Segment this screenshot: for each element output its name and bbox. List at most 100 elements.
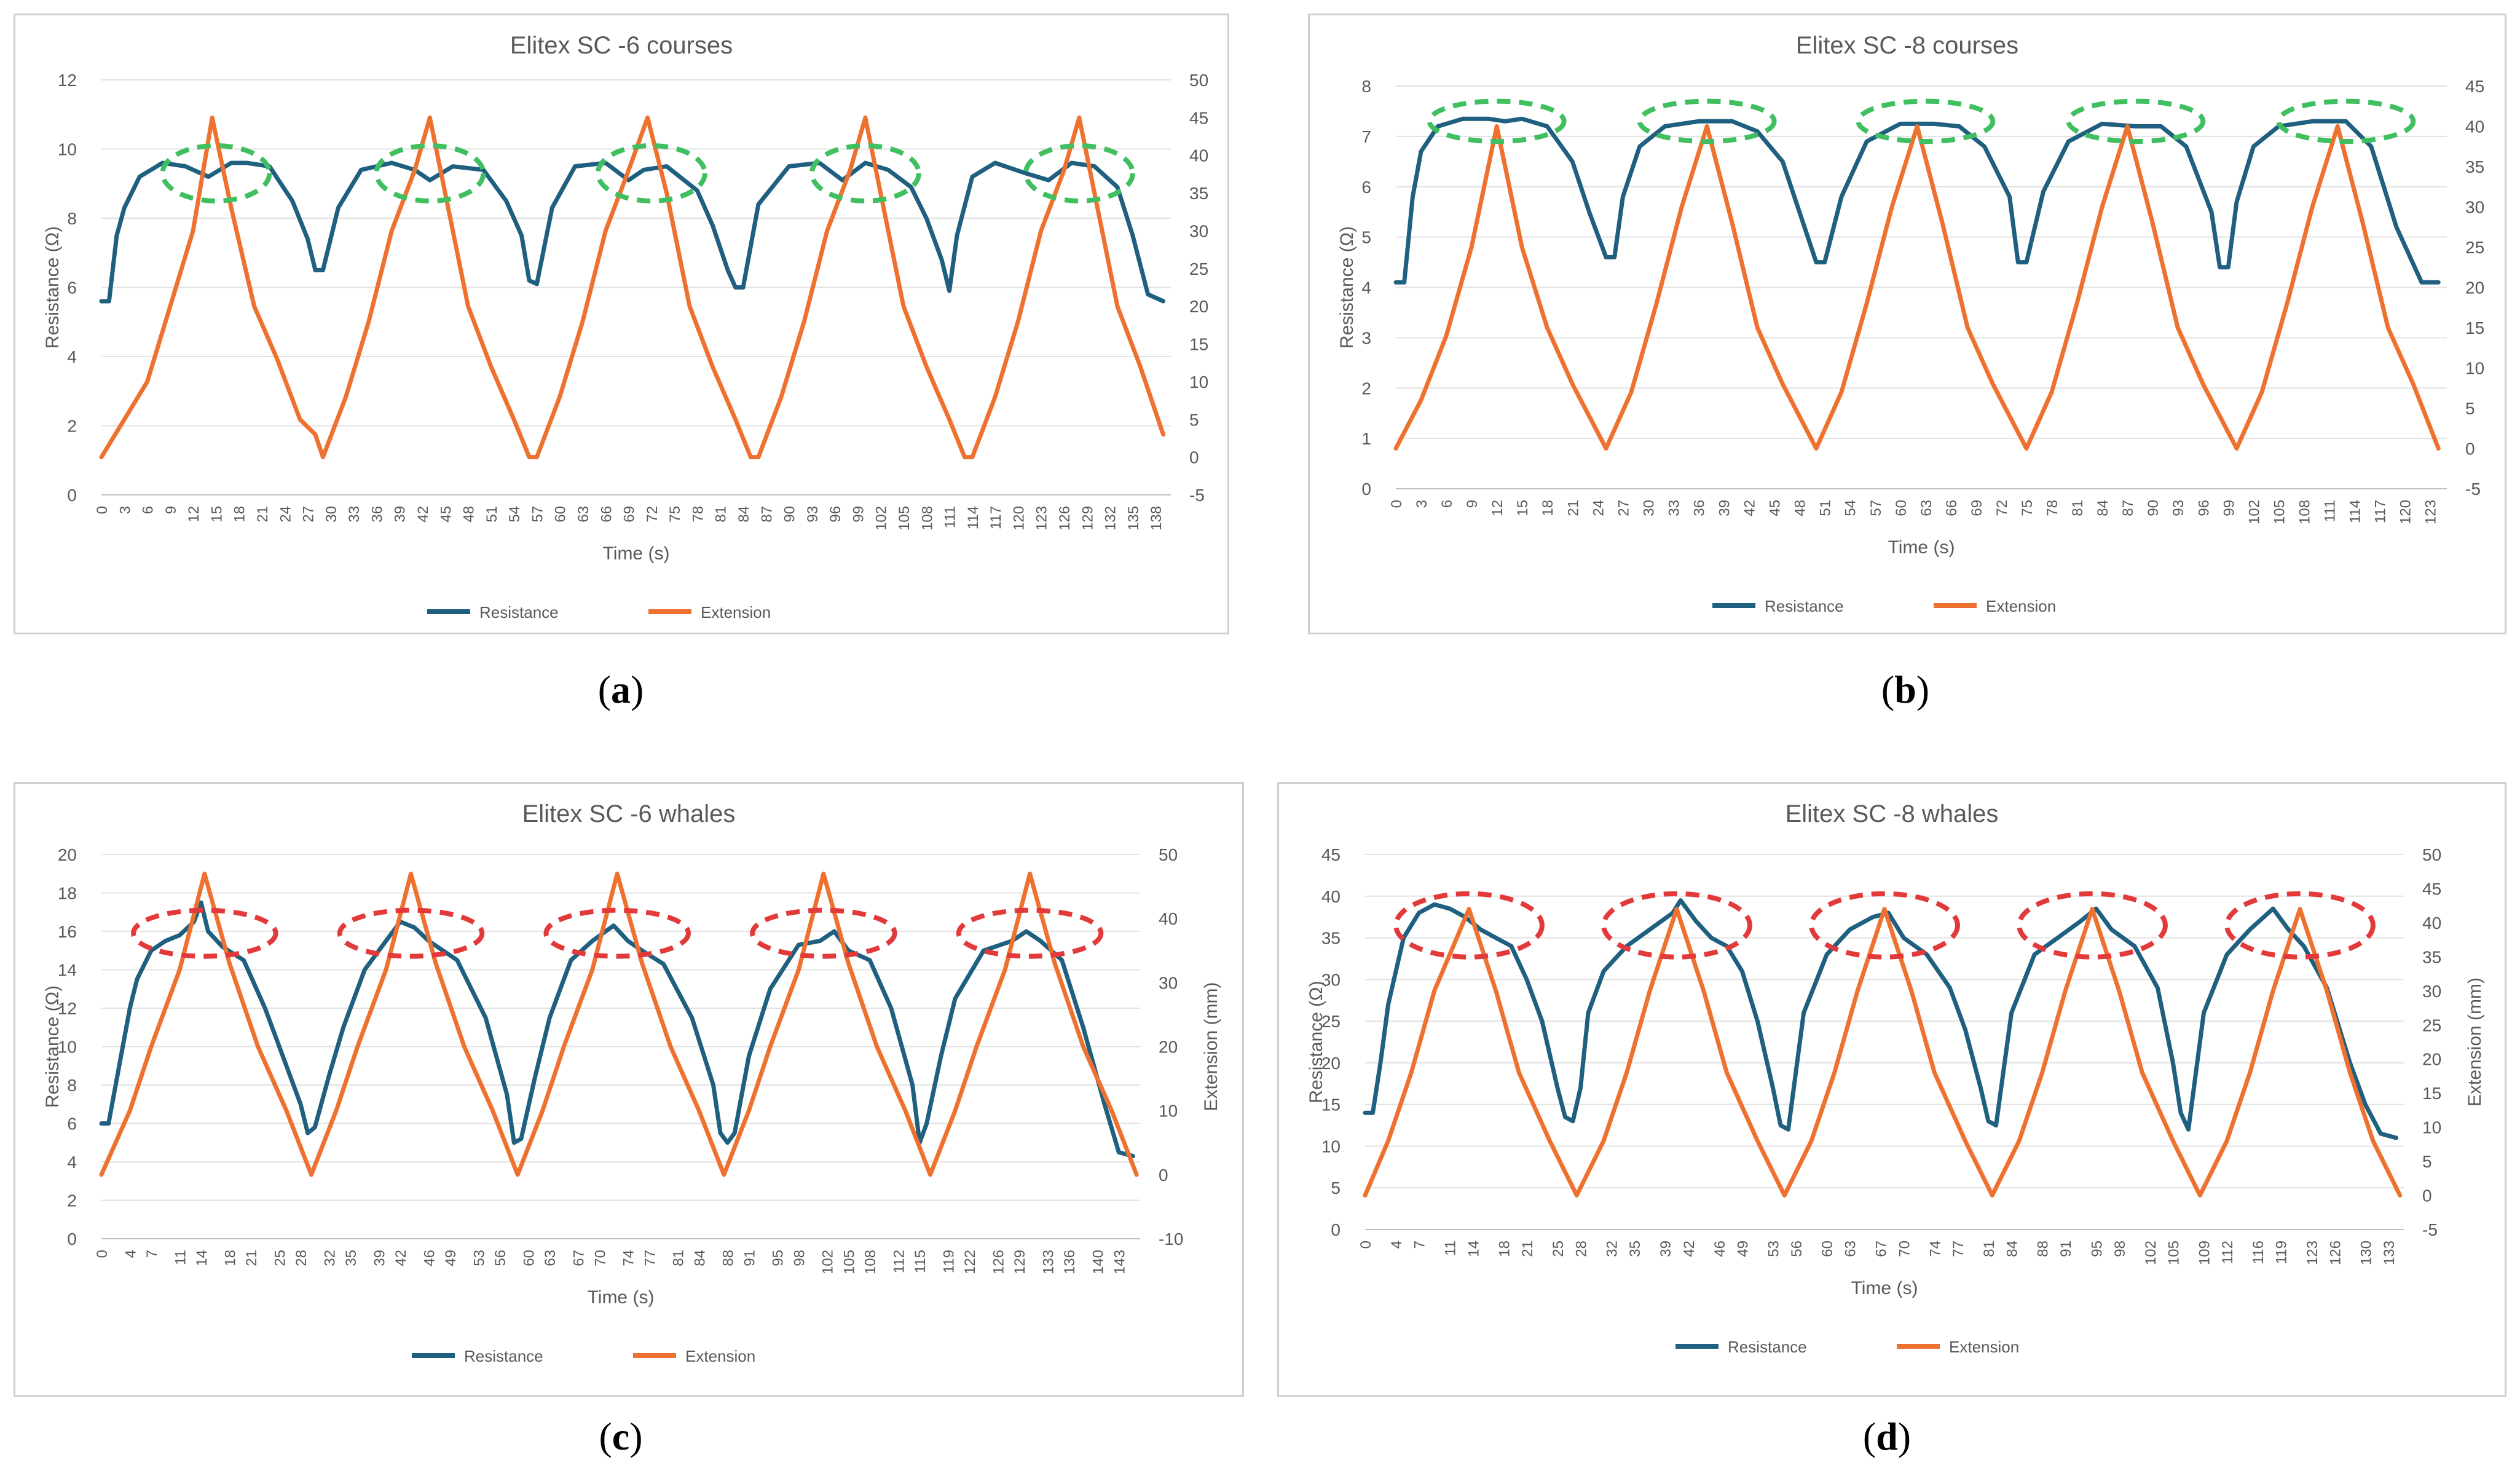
x-tick-label: 27	[1615, 500, 1632, 516]
y-tick-label: 2	[1361, 379, 1371, 398]
y-tick-label: 5	[1331, 1178, 1341, 1198]
x-tick-label: 30	[323, 506, 340, 523]
x-tick-label: 49	[443, 1250, 459, 1266]
y-tick-label: 40	[1321, 887, 1341, 906]
x-tick-label: 39	[1658, 1241, 1674, 1257]
x-tick-label: 15	[208, 506, 225, 523]
x-tick-label: 102	[873, 506, 890, 531]
x-tick-label: 74	[1927, 1241, 1943, 1257]
x-tick-label: 60	[1819, 1241, 1836, 1257]
x-tick-label: 66	[1943, 500, 1960, 516]
x-tick-label: 18	[1540, 500, 1556, 516]
caption-c-close: )	[629, 1415, 643, 1458]
x-tick-label: 77	[642, 1250, 658, 1266]
x-tick-label: 115	[912, 1250, 929, 1273]
y-tick-label: 0	[1361, 480, 1371, 499]
x-tick-label: 88	[2035, 1241, 2052, 1257]
x-tick-label: 136	[1061, 1250, 1078, 1274]
x-tick-label: 56	[492, 1250, 509, 1266]
caption-a: (a)	[529, 667, 713, 712]
x-tick-label: 66	[598, 506, 615, 523]
x-tick-label: 7	[144, 1250, 160, 1258]
y2-tick-label: 0	[1159, 1166, 1168, 1185]
y-tick-label: 8	[67, 1076, 77, 1095]
y2-tick-label: 50	[1159, 845, 1178, 864]
x-tick-label: 129	[1079, 506, 1096, 531]
x-tick-label: 111	[942, 506, 959, 528]
x-tick-label: 53	[1765, 1241, 1782, 1257]
y-tick-label: 2	[67, 417, 77, 436]
x-tick-label: 21	[1519, 1241, 1536, 1257]
y-tick-label: 4	[67, 347, 77, 366]
y2-tick-label: 45	[2465, 77, 2484, 96]
x-tick-label: 45	[438, 506, 454, 523]
highlight-ellipse	[956, 907, 1104, 959]
caption-b-close: )	[1916, 668, 1930, 711]
y2-axis-label: Extension (mm)	[1201, 982, 1221, 1111]
x-tick-label: 135	[1125, 506, 1142, 531]
x-tick-label: 42	[393, 1250, 409, 1266]
x-tick-label: 112	[2219, 1241, 2236, 1264]
x-axis-label: Time (s)	[603, 543, 670, 564]
chart-title: Elitex SC -8 whales	[1786, 800, 1999, 827]
x-tick-label: 81	[2069, 500, 2086, 516]
y-tick-label: 4	[67, 1153, 77, 1172]
x-tick-label: 57	[529, 506, 546, 523]
x-tick-label: 102	[2143, 1241, 2159, 1265]
x-tick-label: 88	[720, 1250, 737, 1266]
x-tick-label: 63	[575, 506, 592, 523]
x-tick-label: 12	[186, 506, 202, 523]
x-tick-label: 53	[471, 1250, 487, 1266]
x-tick-label: 42	[1742, 500, 1758, 516]
legend-label-extension: Extension	[1949, 1338, 2019, 1356]
y2-tick-label: 25	[2465, 238, 2484, 257]
x-tick-label: 18	[1496, 1241, 1513, 1257]
x-tick-label: 119	[2274, 1241, 2290, 1264]
x-tick-label: 6	[1439, 500, 1455, 508]
x-tick-label: 120	[1010, 506, 1027, 531]
y-tick-label: 0	[67, 486, 77, 505]
highlight-ellipse	[1023, 143, 1135, 203]
series-line-extension	[99, 871, 1139, 1177]
x-tick-label: 96	[2195, 500, 2212, 516]
x-tick-label: 12	[1489, 500, 1506, 516]
x-tick-label: 0	[94, 1250, 111, 1258]
x-tick-label: 72	[1994, 500, 2010, 516]
x-tick-label: 25	[1550, 1241, 1567, 1257]
y2-tick-label: 40	[1189, 146, 1208, 165]
x-tick-label: 119	[940, 1250, 957, 1273]
x-tick-label: 122	[962, 1250, 978, 1274]
x-tick-label: 72	[644, 506, 661, 523]
legend-label-resistance: Resistance	[479, 603, 559, 622]
caption-d-letter: d	[1876, 1415, 1898, 1458]
x-tick-label: 63	[1918, 500, 1935, 516]
y-tick-label: 6	[67, 278, 77, 298]
y2-tick-label: 20	[1159, 1038, 1178, 1057]
y2-tick-label: 5	[1189, 410, 1199, 429]
x-tick-label: 91	[741, 1250, 758, 1266]
legend-label-resistance: Resistance	[1728, 1338, 1807, 1356]
y2-tick-label: 20	[2465, 278, 2484, 298]
highlight-ellipse	[1809, 891, 1960, 960]
y2-tick-label: 15	[2422, 1084, 2441, 1103]
x-tick-label: 108	[2296, 500, 2313, 524]
y2-tick-label: -5	[2465, 480, 2481, 499]
x-tick-label: 57	[1868, 500, 1884, 516]
x-tick-label: 130	[2358, 1241, 2374, 1265]
caption-b-letter: b	[1894, 668, 1916, 711]
y2-tick-label: 30	[1189, 221, 1208, 240]
y2-tick-label: 50	[2422, 845, 2441, 864]
chart-title: Elitex SC -8 courses	[1796, 32, 2018, 59]
y2-tick-label: 10	[2465, 359, 2484, 378]
y-tick-label: 30	[1321, 970, 1341, 989]
x-tick-label: 0	[94, 506, 111, 514]
x-tick-label: 54	[1843, 500, 1859, 516]
y2-tick-label: 25	[1189, 259, 1208, 278]
x-tick-label: 11	[1443, 1241, 1459, 1256]
x-tick-label: 21	[1565, 500, 1581, 516]
x-tick-label: 39	[392, 506, 409, 523]
x-tick-label: 49	[1734, 1241, 1751, 1257]
x-tick-label: 81	[1981, 1241, 1998, 1257]
x-tick-label: 15	[1514, 500, 1531, 516]
x-tick-label: 105	[2165, 1241, 2182, 1265]
